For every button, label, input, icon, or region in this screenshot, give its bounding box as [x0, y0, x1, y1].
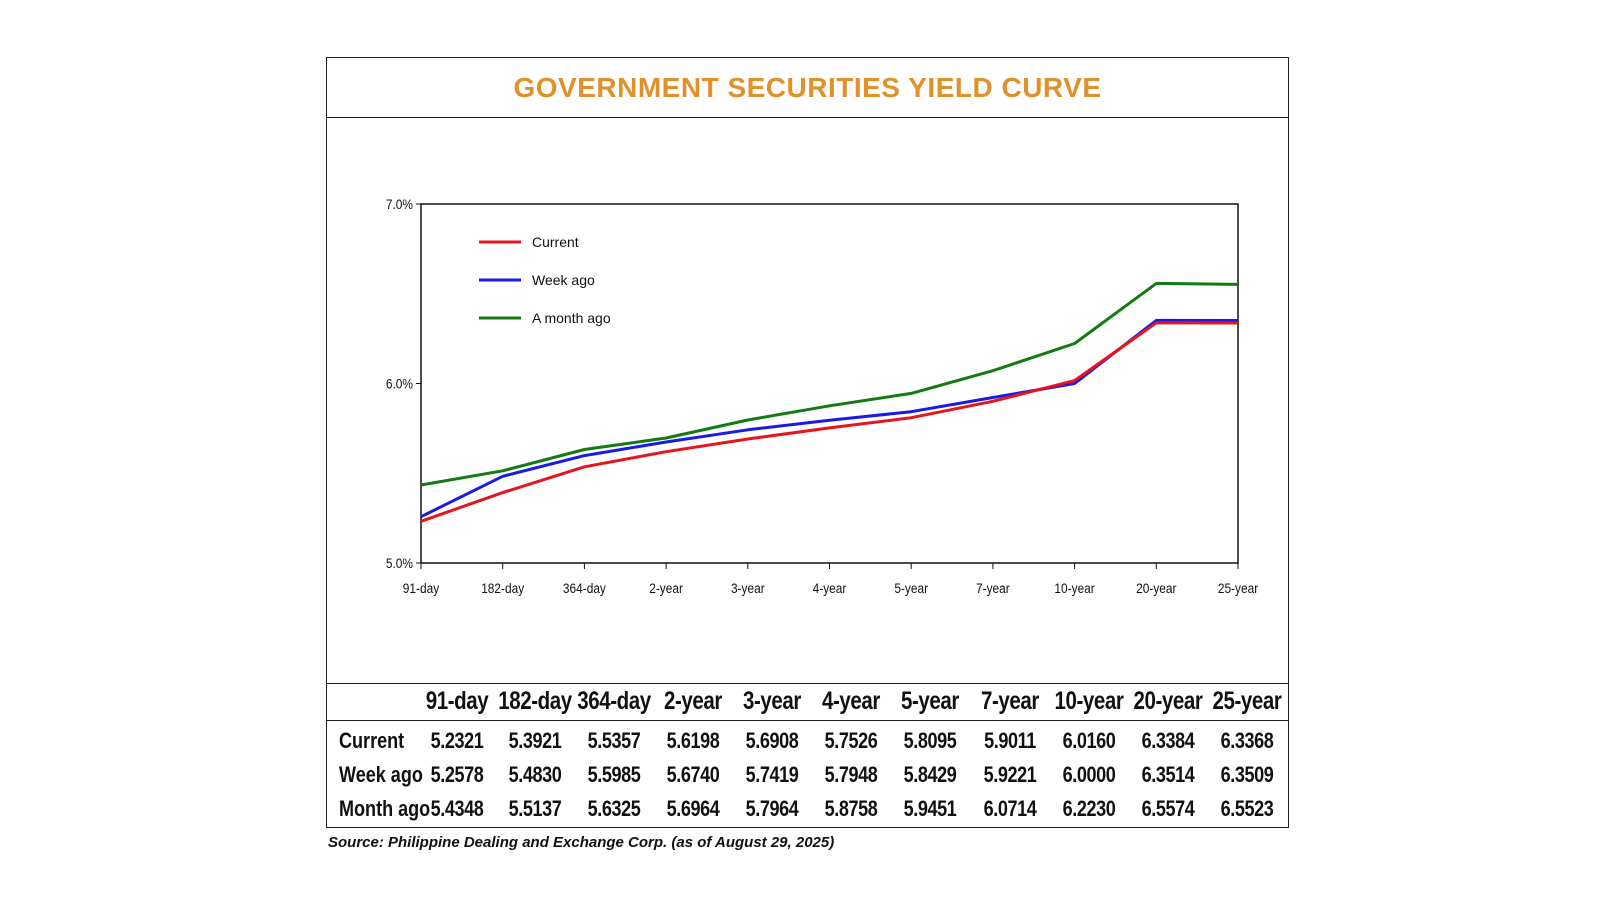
x-tick-label: 25-year [1218, 580, 1259, 596]
table-cell: 5.6325 [587, 796, 641, 821]
table-cell: 6.5574 [1141, 796, 1195, 821]
legend-label: A month ago [532, 310, 611, 326]
table-cell: 5.6908 [745, 728, 799, 753]
table-cell: 5.8758 [824, 796, 878, 821]
table-row-label: Week ago [339, 762, 423, 787]
legend-label: Current [532, 234, 579, 250]
table-cell: 5.5985 [587, 762, 641, 787]
table-column-header: 10-year [1054, 687, 1124, 715]
x-tick-label: 5-year [894, 580, 928, 596]
table-cell: 5.2578 [430, 762, 484, 787]
table-cell: 5.9451 [903, 796, 957, 821]
table-cell: 5.7419 [745, 762, 799, 787]
series-line-a-month-ago [420, 281, 1239, 487]
table-column-header: 4-year [822, 687, 880, 715]
x-tick-label: 4-year [813, 580, 847, 596]
table-cell: 5.4348 [430, 796, 484, 821]
table-cell: 5.8429 [903, 762, 957, 787]
table-column-header: 25-year [1212, 687, 1282, 715]
chart-frame: GOVERNMENT SECURITIES YIELD CURVE 7.0% 6.… [326, 57, 1289, 828]
y-tick-label: 6.0% [386, 376, 414, 392]
table-cell: 5.5137 [508, 796, 562, 821]
legend-label: Week ago [532, 272, 595, 288]
table-cell: 5.7964 [745, 796, 799, 821]
table-column-header: 7-year [981, 687, 1039, 715]
table-column-header: 3-year [743, 687, 801, 715]
table-cell: 5.9221 [983, 762, 1037, 787]
table-cell: 6.3509 [1220, 762, 1274, 787]
table-cell: 6.0714 [983, 796, 1037, 821]
table-cell: 6.3384 [1141, 728, 1195, 753]
table-cell: 5.9011 [984, 728, 1036, 753]
table-header-divider [327, 720, 1288, 721]
table-cell: 6.0000 [1062, 762, 1116, 787]
table-column-header: 91-day [425, 687, 489, 715]
chart-title: GOVERNMENT SECURITIES YIELD CURVE [327, 58, 1288, 118]
series-line-week-ago [420, 318, 1239, 519]
table-column-header: 2-year [664, 687, 722, 715]
yield-curve-chart: 7.0% 6.0% 5.0% 91-day 182-day 364-day 2-year 3-… [386, 196, 1259, 596]
source-note: Source: Philippine Dealing and Exchange … [328, 834, 835, 851]
table-cell: 5.6964 [666, 796, 720, 821]
table-row-label: Current [339, 728, 405, 753]
x-tick-label: 2-year [649, 580, 683, 596]
y-tick-label: 7.0% [386, 196, 414, 212]
x-tick-label: 20-year [1136, 580, 1177, 596]
x-tick-label: 91-day [403, 580, 440, 596]
table-cell: 5.2321 [430, 728, 484, 753]
table-cell: 5.4830 [508, 762, 562, 787]
table-column-header: 20-year [1133, 687, 1203, 715]
table-cell: 5.6198 [666, 728, 720, 753]
table-cell: 6.3514 [1141, 762, 1195, 787]
table-cell: 5.5357 [587, 728, 641, 753]
table-column-header: 5-year [901, 687, 959, 715]
table-column-header: 182-day [498, 687, 572, 715]
table-cell: 5.3921 [508, 728, 562, 753]
table-column-header: 364-day [577, 687, 651, 715]
table-row-label: Month ago [339, 796, 431, 821]
yield-table: 91-day 182-day 364-day 2-year 3-year 4-year 5-… [327, 683, 1288, 827]
x-tick-label: 10-year [1054, 580, 1095, 596]
x-tick-label: 182-day [481, 580, 524, 596]
table-cell: 6.5523 [1220, 796, 1274, 821]
x-tick-label: 3-year [731, 580, 765, 596]
y-tick-label: 5.0% [386, 555, 414, 571]
table-cell: 5.6740 [666, 762, 720, 787]
series-line-current [420, 321, 1239, 523]
plot-area [420, 203, 1239, 564]
table-cell: 5.7948 [824, 762, 878, 787]
x-tick-label: 364-day [563, 580, 606, 596]
table-cell: 5.8095 [903, 728, 957, 753]
table-cell: 6.3368 [1220, 728, 1274, 753]
table-cell: 5.7526 [824, 728, 878, 753]
x-tick-label: 7-year [976, 580, 1010, 596]
table-cell: 6.2230 [1062, 796, 1116, 821]
table-cell: 6.0160 [1062, 728, 1116, 753]
